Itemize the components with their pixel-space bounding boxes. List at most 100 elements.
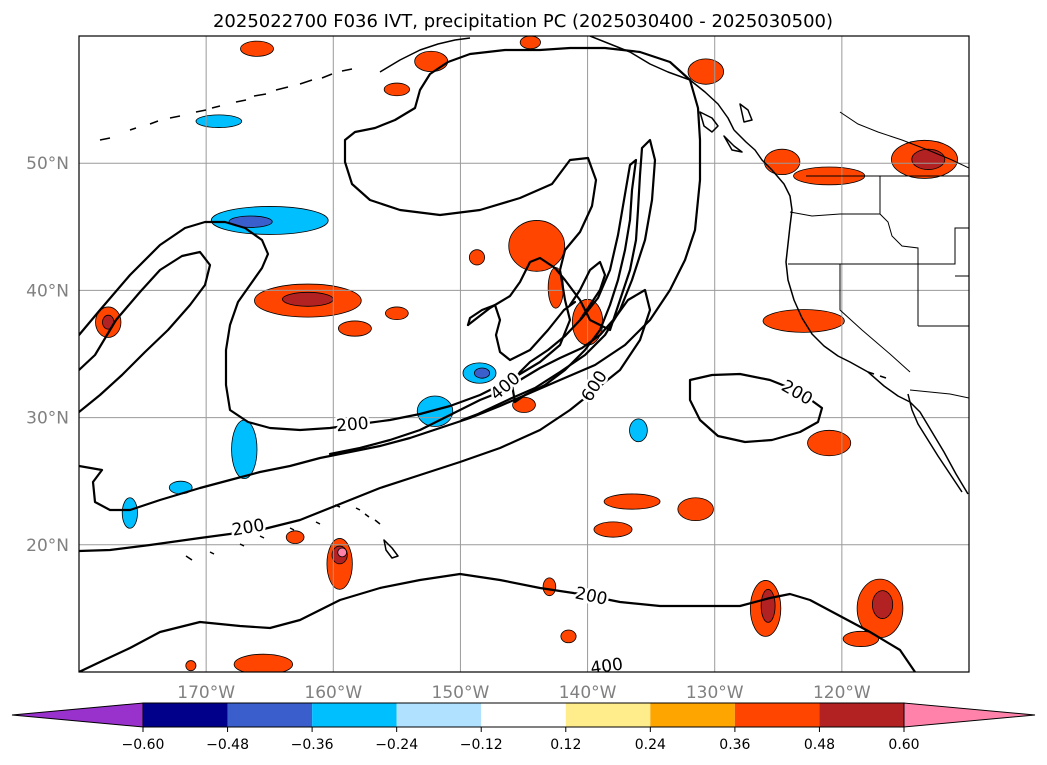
- precip-anomaly-3: [231, 419, 258, 480]
- precip-anomaly-23: [603, 493, 661, 510]
- colorbar-tick-label: −0.24: [375, 737, 418, 753]
- alaska-coastline: [379, 36, 735, 131]
- lon-tick-label: 130°W: [686, 683, 744, 703]
- lat-tick-label: 30°N: [26, 409, 69, 429]
- precip-anomaly-22: [807, 429, 852, 457]
- colorbar-segment: [565, 703, 651, 727]
- baja-coastline: [907, 393, 963, 493]
- colorbar-tick-label: −0.36: [291, 737, 334, 753]
- ivt-contour-400-tip: [466, 300, 577, 362]
- utah-border: [918, 227, 969, 327]
- idaho-border: [879, 176, 919, 326]
- precip-anomaly-40: [385, 306, 409, 321]
- hawaii-islands: [334, 504, 399, 559]
- colorbar-segment: [227, 703, 313, 727]
- hawaii-chain: [185, 521, 321, 561]
- precip-anomaly-36: [240, 40, 274, 57]
- colorbar-tick-label: −0.12: [460, 737, 503, 753]
- ivt-contour-600: [510, 158, 638, 404]
- colorbar-tick-label: 0.36: [719, 737, 750, 753]
- precip-anomaly-4: [121, 497, 138, 529]
- lat-tick-label: 20°N: [26, 536, 69, 556]
- colorbar-segment: [396, 703, 482, 727]
- colorbar-segment: [819, 703, 904, 727]
- precip-anomaly-25: [593, 521, 633, 538]
- map-frame: [78, 35, 970, 673]
- precip-anomaly-37: [383, 82, 410, 97]
- precip-anomaly-7: [474, 367, 491, 379]
- precip-anomaly-43: [560, 629, 577, 644]
- precip-anomaly-38: [414, 50, 449, 73]
- precip-anomaly-28: [337, 547, 348, 558]
- mexico-border: [909, 389, 969, 399]
- chart-title: 2025022700 F036 IVT, precipitation PC (2…: [213, 11, 833, 32]
- lon-tick-label: 170°W: [177, 683, 235, 703]
- colorbar-segment: [143, 703, 228, 727]
- precip-anomaly-33: [233, 653, 293, 672]
- aleutian-islands: [99, 68, 353, 141]
- colorbar-tick-label: −0.48: [206, 737, 249, 753]
- precip-anomaly-47: [185, 660, 197, 672]
- precip-anomaly-42: [285, 530, 305, 544]
- colorbar-segment: [312, 703, 397, 727]
- colorbar-segment: [481, 703, 566, 727]
- ivt-contour-200-east-closed: [688, 372, 824, 444]
- precip-anomaly-19: [911, 148, 946, 170]
- ivt-contour-label: 400: [589, 654, 624, 678]
- colorbar-tick-label: 0.60: [888, 737, 919, 753]
- ivt-contour-200-lower: [79, 572, 917, 672]
- lat-tick-label: 40°N: [26, 281, 69, 301]
- colorbar-tick-label: 0.12: [550, 737, 581, 753]
- alaska-canada-border: [839, 111, 969, 169]
- colorbar-extend-high: [903, 702, 1036, 728]
- lon-tick-label: 150°W: [432, 683, 490, 703]
- bc-islands: [699, 103, 753, 153]
- channel-islands: [867, 371, 887, 379]
- precip-anomaly-32: [871, 590, 894, 619]
- coastlines: [99, 36, 969, 561]
- ivt-contour-200-west: [79, 250, 212, 414]
- lon-tick-label: 140°W: [559, 683, 617, 703]
- latitude-tick-labels: 20°N 30°N 40°N 50°N: [26, 154, 69, 556]
- colorbar-tick-label: 0.48: [804, 737, 835, 753]
- ivt-contours: [79, 46, 917, 672]
- precip-anomaly-11: [282, 291, 334, 307]
- colorbar-extend-low: [11, 702, 144, 728]
- political-borders: [788, 111, 969, 399]
- colorbar-outline: [142, 702, 905, 728]
- precip-anomaly-12: [508, 220, 566, 272]
- nevada-border: [839, 264, 911, 373]
- precip-anomaly-9: [629, 418, 648, 443]
- ivt-contour-600-arm: [568, 260, 607, 322]
- ivt-contour-200-north: [79, 46, 702, 512]
- lon-tick-label: 160°W: [304, 683, 362, 703]
- precip-anomaly-24: [677, 497, 714, 522]
- north-america-coastline: [733, 129, 969, 495]
- graticule: [79, 36, 969, 672]
- precip-anomaly-15: [512, 396, 536, 413]
- precip-anomaly-44: [542, 577, 557, 597]
- precipitation-field: [95, 36, 958, 672]
- precip-anomaly-30: [760, 588, 776, 623]
- ivt-contour-label: 200: [335, 414, 369, 437]
- precip-anomaly-46: [468, 249, 485, 266]
- precip-anomaly-39: [519, 36, 541, 50]
- precip-anomaly-41: [337, 320, 372, 337]
- precip-anomaly-45: [842, 630, 880, 647]
- colorbar-segment: [734, 703, 820, 727]
- ivt-contour-400: [460, 138, 657, 422]
- precip-anomaly-1: [228, 215, 273, 228]
- precip-anomaly-16: [763, 148, 801, 176]
- colorbar: −0.60 −0.48 −0.36 −0.24 −0.12 0.12 0.24 0.36 0.4…: [11, 702, 1036, 753]
- colorbar-segment: [650, 703, 735, 727]
- lat-tick-label: 50°N: [26, 154, 69, 174]
- precip-anomaly-2: [195, 114, 243, 128]
- washington-oregon-border: [789, 211, 880, 217]
- colorbar-tick-label: 0.24: [635, 737, 666, 753]
- lon-tick-label: 120°W: [813, 683, 871, 703]
- precip-anomaly-21: [687, 58, 725, 85]
- colorbar-tick-label: −0.60: [122, 737, 165, 753]
- ivt-contour-200-south: [79, 288, 652, 553]
